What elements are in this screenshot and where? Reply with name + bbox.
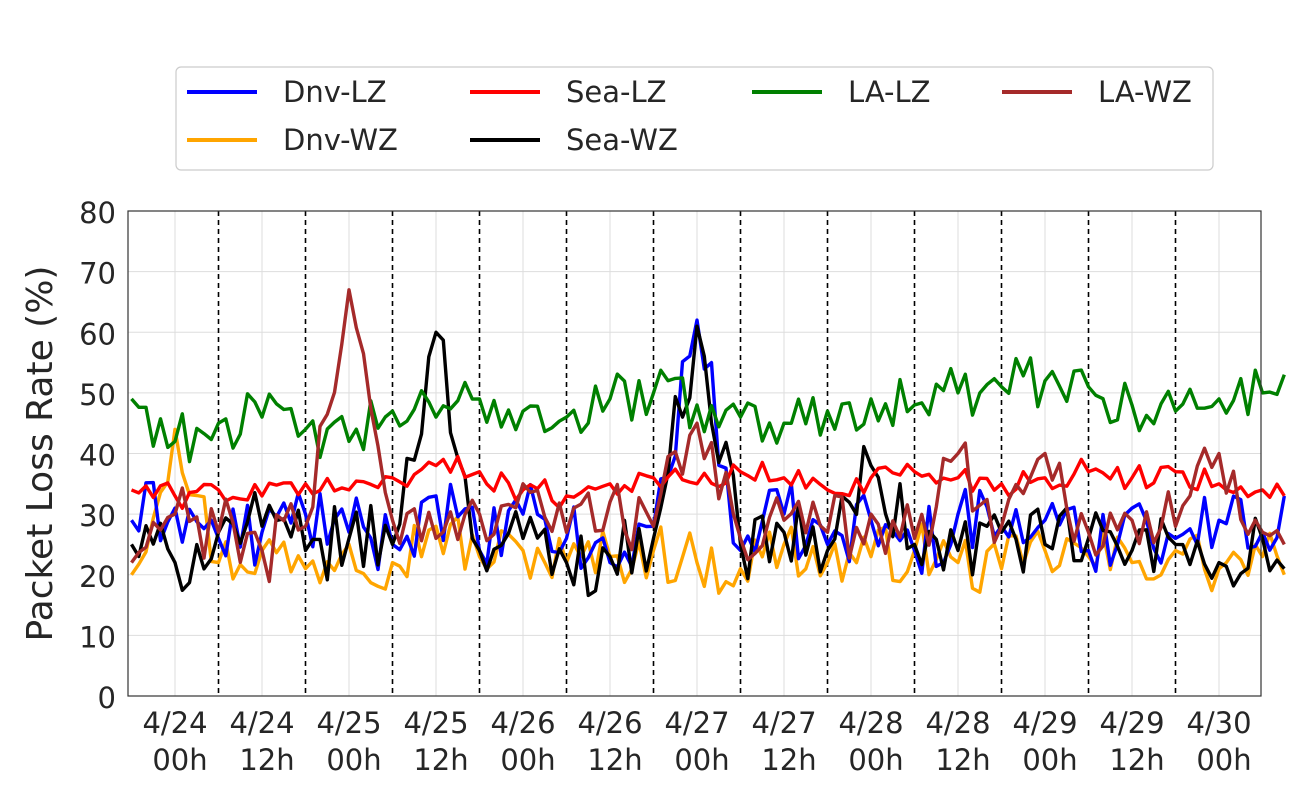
x-tick-label-date: 4/27 [751,706,816,740]
legend-label: Sea-WZ [566,123,678,157]
x-tick-label-hour: 12h [239,743,294,777]
y-tick-label: 30 [79,499,116,533]
y-tick-label: 0 [98,681,116,715]
legend-label: Sea-LZ [566,75,667,109]
legend-label: Dnv-LZ [283,75,387,109]
legend-label: LA-WZ [1098,75,1192,109]
x-tick-label-hour: 00h [1022,743,1077,777]
legend-label: Dnv-WZ [283,123,398,157]
legend: Dnv-LZ Sea-LZ LA-LZ LA-WZ Dnv-WZ Sea-WZ [175,66,1214,171]
y-tick-label: 40 [79,439,116,473]
y-tick-label: 70 [79,257,116,291]
series-lines [130,288,1286,598]
x-tick-label-date: 4/26 [577,706,642,740]
series-line-sea-wz [130,324,1286,598]
plot-frame [127,210,1262,697]
x-tick-label-hour: 00h [674,743,729,777]
x-tick-label-hour: 12h [935,743,990,777]
series-line-la-wz [130,288,1286,584]
y-axis-label: Packet Loss Rate (%) [20,266,61,642]
x-tick-label-hour: 00h [326,743,381,777]
y-tick-label: 60 [79,317,116,351]
x-tick-label-date: 4/28 [838,706,903,740]
x-tick-label-date: 4/29 [1012,706,1077,740]
series-line-sea-lz [130,454,1286,510]
legend-box [175,66,1214,171]
x-tick-label-hour: 12h [1109,743,1164,777]
x-tick-label-hour: 00h [500,743,555,777]
x-tick-label-hour: 00h [152,743,207,777]
y-tick-label: 50 [79,378,116,412]
x-axis-ticks: 4/2400h4/2412h4/2500h4/2512h4/2600h4/261… [142,706,1251,777]
x-tick-label-hour: 00h [848,743,903,777]
series-line-dnv-lz [130,318,1286,575]
x-tick-label-date: 4/30 [1186,706,1251,740]
y-tick-label: 10 [79,620,116,654]
x-tick-label-hour: 00h [1196,743,1251,777]
x-tick-label-date: 4/24 [142,706,207,740]
x-tick-label-date: 4/25 [403,706,468,740]
x-tick-label-date: 4/29 [1099,706,1164,740]
x-tick-label-date: 4/27 [664,706,729,740]
y-tick-label: 20 [79,560,116,594]
x-tick-label-date: 4/26 [490,706,555,740]
y-axis-ticks: 0 10 20 30 40 50 60 70 80 [79,196,116,715]
x-tick-label-hour: 12h [587,743,642,777]
x-tick-label-date: 4/24 [229,706,294,740]
series-line-la-lz [130,356,1286,464]
y-tick-label: 80 [79,196,116,230]
x-tick-label-hour: 12h [761,743,816,777]
x-tick-label-date: 4/25 [316,706,381,740]
x-tick-label-date: 4/28 [925,706,990,740]
x-tick-label-hour: 12h [413,743,468,777]
legend-label: LA-LZ [848,75,931,109]
